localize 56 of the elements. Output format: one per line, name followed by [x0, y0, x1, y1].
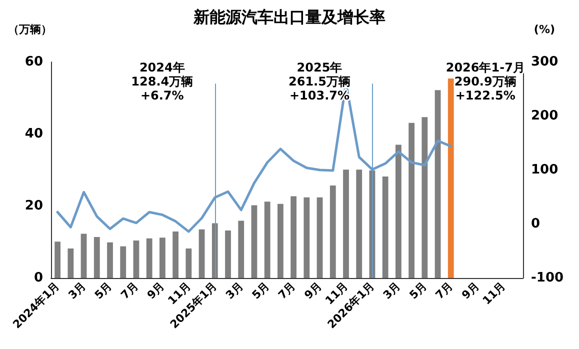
x-tick-label: 7月: [276, 279, 298, 302]
bar: [330, 185, 336, 278]
bar: [422, 117, 428, 278]
bar: [395, 144, 402, 278]
bar: [80, 234, 87, 278]
y2-tick-label: -100: [531, 270, 564, 286]
chart-title: 新能源汽车出口量及增长率: [192, 8, 386, 26]
bar: [238, 220, 244, 278]
bar: [277, 204, 284, 278]
bar: [448, 78, 454, 278]
bar: [408, 122, 415, 278]
bar: [107, 242, 113, 278]
bar: [434, 90, 441, 278]
y-axis-title: （万辆）: [8, 23, 52, 36]
bar: [159, 238, 166, 278]
bar: [172, 232, 179, 278]
bar: [54, 242, 61, 278]
y-tick-label: 0: [34, 270, 43, 286]
x-tick-label: 3月: [380, 279, 404, 302]
bar: [356, 170, 362, 278]
bar: [120, 246, 126, 278]
y2-tick-label: 100: [531, 162, 558, 178]
y2-tick-label: 200: [531, 108, 558, 124]
x-tick-label: 9月: [459, 279, 482, 302]
x-tick-label: 5月: [92, 279, 115, 302]
bar: [290, 196, 297, 278]
bar: [133, 240, 140, 278]
bar: [251, 205, 258, 278]
x-tick-label: 7月: [433, 279, 456, 302]
bar: [343, 170, 349, 278]
bar: [316, 197, 323, 278]
x-tick-label: 5月: [250, 279, 272, 302]
y2-axis-title: (%): [534, 23, 555, 36]
y-tick-label: 20: [24, 198, 43, 214]
x-tick-label: 3月: [66, 279, 88, 302]
bar: [198, 229, 205, 278]
bar: [146, 238, 152, 278]
x-tick-label: 9月: [302, 279, 324, 302]
y-tick-label: 40: [24, 126, 43, 142]
x-tick-label: 9月: [144, 279, 168, 302]
y2-tick-label: 300: [531, 54, 558, 70]
bar: [225, 230, 231, 278]
x-tick-label: 3月: [223, 279, 246, 302]
bar: [304, 197, 310, 278]
y-tick-label: 60: [24, 54, 43, 70]
annotation: 2026年1-7月 290.9万辆 +122.5%: [446, 60, 525, 102]
bar: [68, 248, 74, 278]
annotation: 2024年 128.4万辆 +6.7%: [131, 60, 194, 102]
x-tick-label: 5月: [406, 279, 430, 302]
y2-tick-label: 0: [531, 216, 540, 232]
x-tick-label: 11月: [480, 279, 508, 308]
x-tick-label: 7月: [118, 279, 141, 302]
bar: [382, 176, 388, 278]
bar: [94, 236, 100, 278]
bar: [186, 248, 192, 278]
bar: [264, 202, 270, 278]
